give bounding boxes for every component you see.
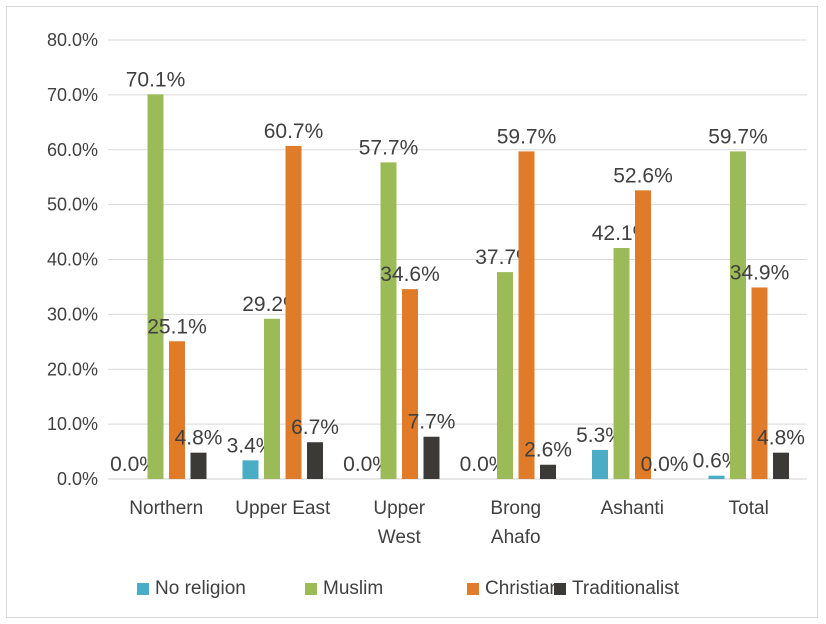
data-label: 34.6% bbox=[380, 263, 440, 286]
data-label: 5.3% bbox=[576, 424, 624, 447]
data-label: 6.7% bbox=[291, 416, 339, 439]
bar bbox=[592, 449, 608, 479]
data-label: 0.0% bbox=[343, 453, 391, 476]
bar bbox=[540, 464, 556, 479]
data-label: 4.8% bbox=[757, 427, 805, 450]
data-label: 70.1% bbox=[126, 68, 186, 91]
y-tick-label: 70.0% bbox=[47, 85, 98, 105]
bar bbox=[169, 341, 185, 479]
bar bbox=[708, 475, 725, 479]
bar bbox=[635, 190, 651, 480]
data-label: 57.7% bbox=[359, 136, 419, 159]
category-label: Total bbox=[729, 498, 769, 519]
data-label: 0.0% bbox=[641, 453, 689, 476]
y-tick-label: 80.0% bbox=[47, 30, 98, 50]
data-label: 59.7% bbox=[497, 125, 557, 148]
y-tick-label: 50.0% bbox=[47, 195, 98, 215]
data-label: 0.0% bbox=[460, 453, 508, 476]
bar bbox=[497, 272, 513, 479]
legend-swatch bbox=[305, 583, 317, 595]
bar bbox=[242, 460, 259, 479]
category-label: Brong bbox=[490, 498, 541, 519]
bar bbox=[264, 318, 280, 479]
legend-swatch bbox=[467, 583, 479, 595]
bar bbox=[730, 151, 746, 480]
category-label: Ashanti bbox=[601, 498, 664, 519]
category-label: Upper bbox=[373, 498, 425, 519]
y-tick-label: 10.0% bbox=[47, 414, 98, 434]
bar-chart: 0.0% 10.0% 20.0% 30.0% 40.0% 50.0% 60.0% 70.0% 8… bbox=[47, 30, 807, 599]
bar bbox=[518, 151, 535, 480]
chart-frame: 0.0% 10.0% 20.0% 30.0% 40.0% 50.0% 60.0% 70.0% 8… bbox=[6, 6, 818, 618]
data-label: 59.7% bbox=[708, 125, 768, 148]
bar bbox=[613, 247, 630, 479]
category-label: Upper East bbox=[235, 498, 331, 519]
bar bbox=[380, 162, 397, 479]
bar bbox=[307, 442, 323, 479]
category-label: West bbox=[378, 527, 422, 548]
bar bbox=[402, 289, 418, 479]
data-label: 34.9% bbox=[730, 261, 790, 284]
bar bbox=[751, 287, 768, 479]
legend-label: No religion bbox=[155, 578, 246, 599]
data-label: 0.6% bbox=[693, 450, 741, 473]
data-label: 52.6% bbox=[613, 164, 673, 187]
y-tick-label: 40.0% bbox=[47, 250, 98, 270]
data-label: 0.0% bbox=[110, 453, 158, 476]
data-label: 60.7% bbox=[264, 120, 324, 143]
legend-label: Christian bbox=[485, 578, 560, 599]
bar bbox=[285, 145, 302, 479]
data-label: 3.4% bbox=[227, 434, 275, 457]
bar bbox=[147, 94, 164, 480]
data-label: 2.6% bbox=[524, 439, 572, 462]
category-label: Northern bbox=[129, 498, 203, 519]
y-tick-label: 20.0% bbox=[47, 359, 98, 379]
y-tick-label: 30.0% bbox=[47, 304, 98, 324]
data-label: 4.8% bbox=[175, 427, 223, 450]
legend-swatch bbox=[137, 583, 149, 595]
category-label: Ahafo bbox=[491, 527, 541, 548]
legend-label: Muslim bbox=[323, 578, 383, 599]
y-tick-label: 60.0% bbox=[47, 140, 98, 160]
data-label: 7.7% bbox=[408, 411, 456, 434]
y-tick-label: 0.0% bbox=[57, 469, 98, 489]
bar bbox=[190, 452, 207, 479]
legend-swatch bbox=[554, 583, 566, 595]
bar bbox=[773, 452, 789, 479]
data-label: 25.1% bbox=[147, 315, 207, 338]
legend-label: Traditionalist bbox=[572, 578, 680, 599]
bar bbox=[423, 436, 440, 479]
